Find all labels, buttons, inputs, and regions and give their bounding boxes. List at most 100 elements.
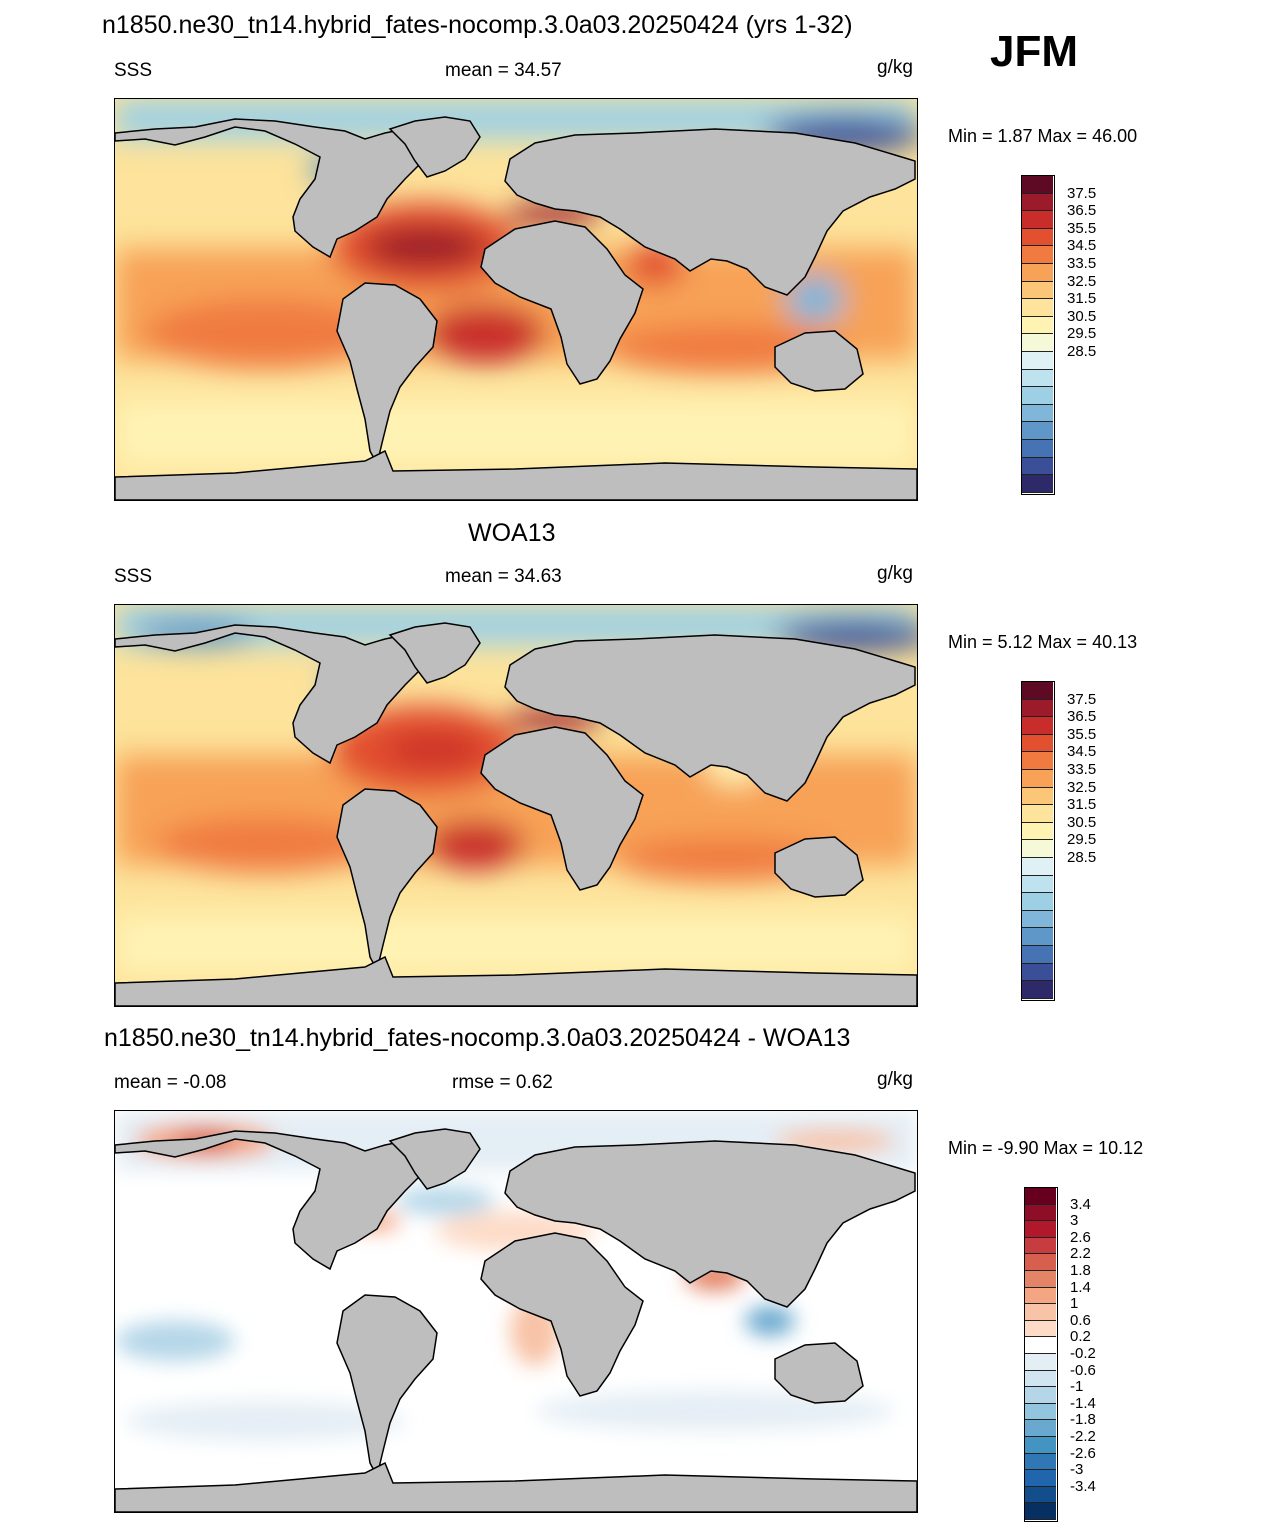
colorbar-tick-label: 30.5	[1067, 813, 1097, 831]
colorbar-tick-label: 32.5	[1067, 272, 1097, 290]
panel-1-minmax-label: Min = 1.87 Max = 46.00	[948, 126, 1138, 146]
colorbar-tick-label: 31.5	[1067, 290, 1097, 308]
colorbar-tick-label: 1.8	[1070, 1262, 1091, 1279]
colorbar-swatch	[1025, 1354, 1056, 1371]
colorbar-tick-label: -0.6	[1070, 1361, 1096, 1379]
colorbar-swatch	[1025, 1420, 1056, 1437]
panel-3-minmax-label: Min = -9.90 Max = 10.12	[948, 1138, 1144, 1158]
colorbar-swatch	[1022, 281, 1053, 300]
panel-2-units-label: g/kg	[877, 563, 913, 584]
season-label: JFM	[990, 27, 1078, 76]
panel-1-variable-label: SSS	[114, 60, 153, 81]
colorbar-swatch	[1022, 193, 1053, 212]
colorbar-swatch	[1025, 1486, 1056, 1504]
colorbar-swatch	[1022, 299, 1053, 317]
colorbar-tick-label: 0.2	[1070, 1328, 1091, 1346]
colorbar-swatch	[1025, 1221, 1056, 1238]
panel-3-rmse-label: rmse = 0.62	[452, 1072, 553, 1093]
colorbar-swatch	[1022, 457, 1053, 476]
colorbar-swatch	[1022, 176, 1053, 194]
colorbar-tick-label: 1	[1070, 1295, 1079, 1313]
colorbar-swatch	[1022, 422, 1053, 440]
colorbar-tick-label: 2.2	[1070, 1245, 1091, 1263]
panel-1-title: n1850.ne30_tn14.hybrid_fates-nocomp.3.0a…	[102, 11, 853, 39]
colorbar-swatch	[1025, 1403, 1056, 1421]
colorbar-swatch	[1022, 840, 1053, 858]
panel-2-minmax-label: Min = 5.12 Max = 40.13	[948, 632, 1138, 652]
colorbar-swatch	[1022, 770, 1053, 788]
colorbar-tick-label: 29.5	[1067, 325, 1097, 343]
colorbar-swatch	[1025, 1503, 1056, 1520]
colorbar-tick-label: -1	[1070, 1378, 1084, 1396]
colorbar-swatch	[1025, 1271, 1056, 1288]
colorbar-tick-label: 29.5	[1067, 831, 1097, 849]
colorbar-swatch	[1022, 264, 1053, 282]
colorbar-swatch	[1022, 893, 1053, 911]
colorbar-tick-label: 36.5	[1067, 708, 1097, 726]
panel-1-mean-label: mean = 34.57	[445, 60, 562, 81]
colorbar-swatch	[1025, 1304, 1056, 1321]
colorbar-swatch	[1022, 910, 1053, 929]
colorbar-swatch	[1025, 1337, 1056, 1354]
colorbar-tick-label: -2.6	[1070, 1444, 1096, 1462]
colorbar-swatch	[1022, 787, 1053, 806]
colorbar-swatch	[1025, 1254, 1056, 1271]
colorbar-swatch	[1022, 963, 1053, 982]
colorbar-tick-label: 3	[1070, 1212, 1079, 1230]
colorbar-swatch	[1022, 752, 1053, 770]
colorbar-swatch	[1022, 246, 1053, 264]
colorbar-swatch	[1025, 1188, 1056, 1205]
colorbar-swatch	[1022, 440, 1053, 458]
colorbar-swatch	[1022, 717, 1053, 735]
colorbar-swatch	[1022, 387, 1053, 405]
colorbar-swatch	[1022, 228, 1053, 247]
panel-3-title: n1850.ne30_tn14.hybrid_fates-nocomp.3.0a…	[104, 1024, 851, 1052]
colorbar-swatch	[1022, 981, 1053, 999]
colorbar-swatch	[1022, 946, 1053, 964]
colorbar-tick-label: -3	[1070, 1461, 1084, 1479]
panel-3-units-label: g/kg	[877, 1069, 913, 1090]
colorbar-swatch	[1025, 1437, 1056, 1454]
colorbar-tick-label: 28.5	[1067, 849, 1097, 866]
colorbar-swatch	[1025, 1370, 1056, 1388]
colorbar-swatch	[1022, 404, 1053, 423]
colorbar-tick-label: 35.5	[1067, 725, 1097, 743]
colorbar-swatch	[1025, 1320, 1056, 1338]
colorbar-swatch	[1025, 1287, 1056, 1305]
colorbar-tick-label: 33.5	[1067, 255, 1097, 272]
colorbar-swatch	[1022, 352, 1053, 370]
colorbar-tick-label: 37.5	[1067, 690, 1097, 708]
colorbar-swatch	[1022, 211, 1053, 229]
colorbar-swatch	[1022, 316, 1053, 335]
colorbar-tick-label: 36.5	[1067, 202, 1097, 220]
colorbar-tick-label: 33.5	[1067, 761, 1097, 778]
colorbar-tick-label: -1.8	[1070, 1411, 1096, 1429]
colorbar-tick-label: 0.6	[1070, 1311, 1091, 1329]
panel-2-title: WOA13	[468, 519, 556, 547]
panel-3-mean-label: mean = -0.08	[114, 1072, 227, 1093]
colorbar-tick-label: 31.5	[1067, 796, 1097, 814]
colorbar-swatch	[1022, 369, 1053, 388]
colorbar-tick-label: -0.2	[1070, 1345, 1096, 1362]
colorbar-tick-label: -2.2	[1070, 1428, 1096, 1445]
colorbar-swatch	[1025, 1237, 1056, 1255]
colorbar-swatch	[1022, 334, 1053, 352]
colorbar-swatch	[1022, 822, 1053, 841]
panel-2-variable-label: SSS	[114, 566, 153, 587]
colorbar-swatch	[1025, 1204, 1056, 1222]
colorbar-swatch	[1022, 928, 1053, 946]
colorbar-swatch	[1025, 1453, 1056, 1471]
colorbar-tick-label: 1.4	[1070, 1278, 1091, 1296]
colorbar-swatch	[1022, 734, 1053, 753]
colorbar-swatch	[1022, 475, 1053, 493]
colorbar-tick-label: 30.5	[1067, 307, 1097, 325]
panel-2-map	[114, 604, 918, 1007]
colorbar-tick-label: 32.5	[1067, 778, 1097, 796]
colorbar-tick-label: 3.4	[1070, 1195, 1091, 1213]
colorbar-tick-label: 37.5	[1067, 184, 1097, 202]
colorbar-swatch	[1025, 1387, 1056, 1404]
colorbar-tick-label: 35.5	[1067, 219, 1097, 237]
colorbar-tick-label: 34.5	[1067, 743, 1097, 761]
colorbar-tick-label: 34.5	[1067, 237, 1097, 255]
colorbar-swatch	[1022, 682, 1053, 700]
